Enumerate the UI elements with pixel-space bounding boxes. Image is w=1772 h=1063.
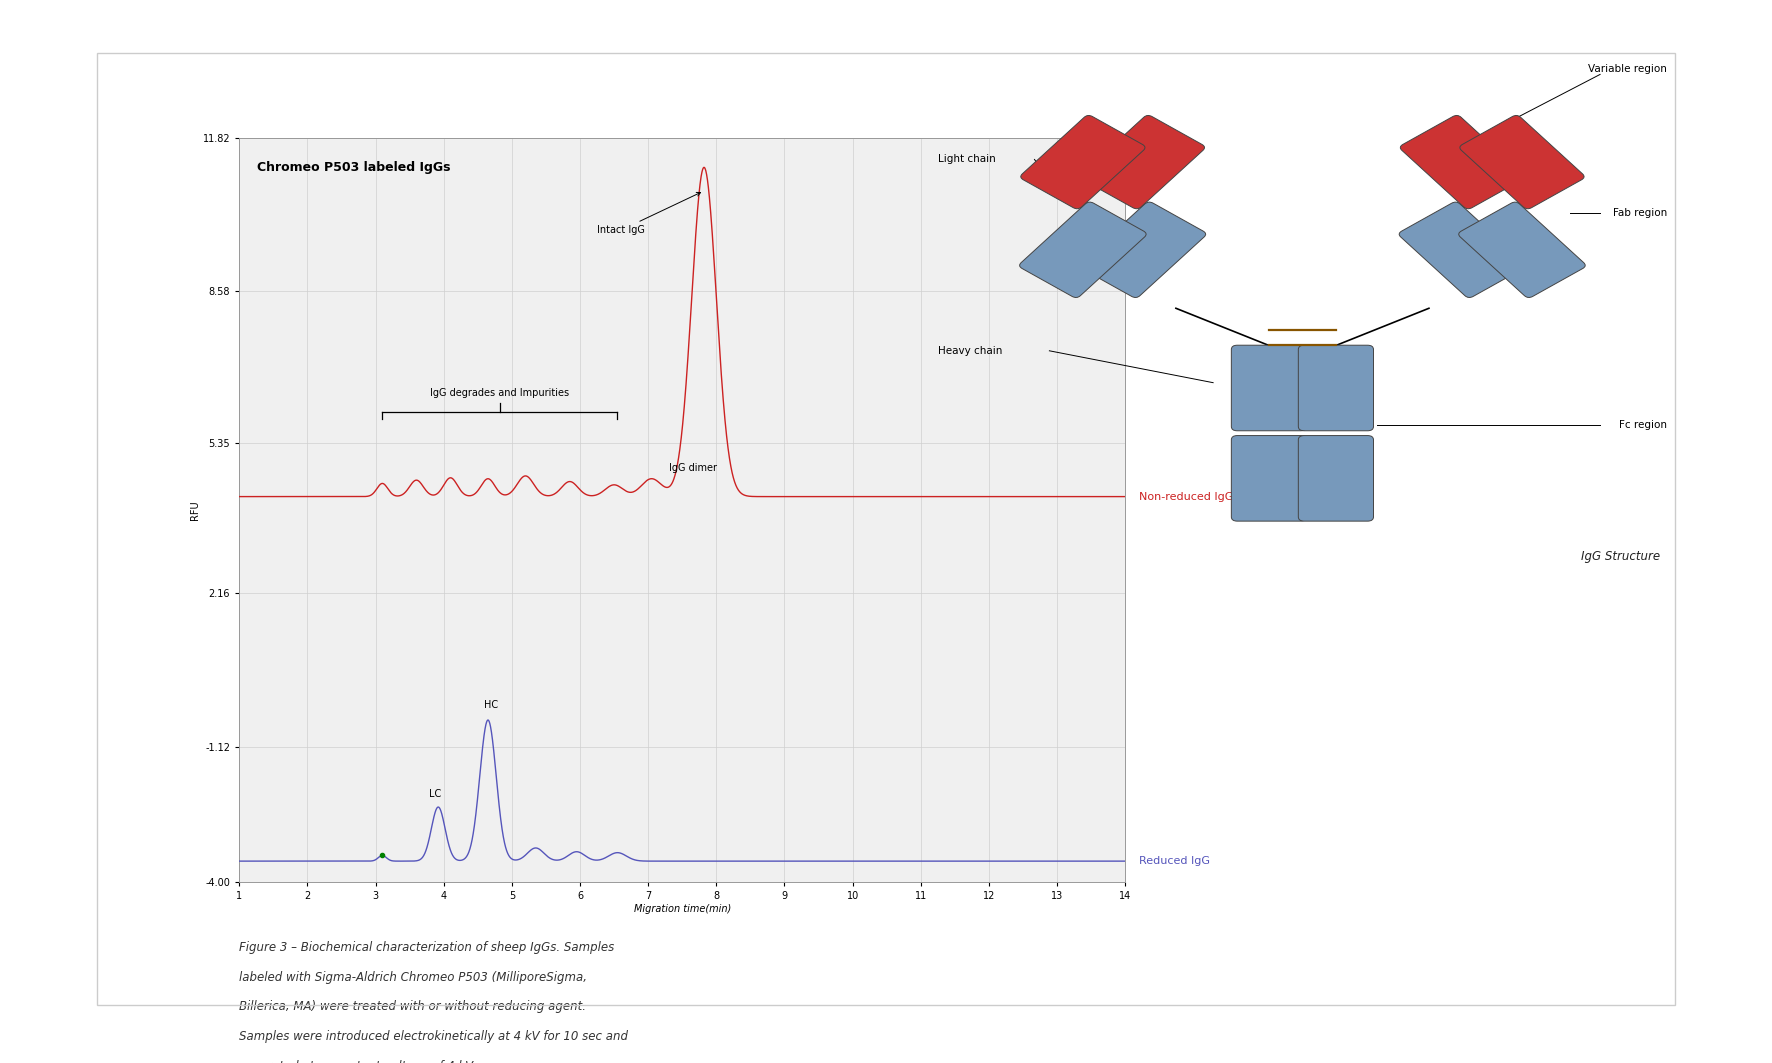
- Text: Intact IgG: Intact IgG: [597, 192, 700, 235]
- Text: IgG dimer: IgG dimer: [668, 462, 716, 473]
- Text: HC: HC: [484, 701, 498, 710]
- FancyBboxPatch shape: [1232, 345, 1306, 431]
- FancyBboxPatch shape: [1021, 116, 1145, 208]
- Text: Non-reduced IgG: Non-reduced IgG: [1139, 491, 1233, 502]
- FancyBboxPatch shape: [1400, 116, 1524, 208]
- Text: LC: LC: [429, 789, 441, 798]
- Text: IgG degrades and Impurities: IgG degrades and Impurities: [431, 388, 569, 398]
- Text: separated at a constant voltage of 4 kV.: separated at a constant voltage of 4 kV.: [239, 1060, 475, 1063]
- FancyBboxPatch shape: [1400, 202, 1526, 298]
- Text: Billerica, MA) were treated with or without reducing agent.: Billerica, MA) were treated with or with…: [239, 1000, 587, 1013]
- FancyBboxPatch shape: [1232, 436, 1306, 521]
- Text: Fab region: Fab region: [1613, 207, 1667, 218]
- FancyBboxPatch shape: [1079, 202, 1205, 298]
- Text: Light chain: Light chain: [937, 154, 996, 165]
- Y-axis label: RFU: RFU: [190, 501, 200, 520]
- FancyBboxPatch shape: [1299, 436, 1373, 521]
- Text: IgG Structure: IgG Structure: [1581, 551, 1660, 563]
- Text: Reduced IgG: Reduced IgG: [1139, 856, 1210, 866]
- Text: Chromeo P503 labeled IgGs: Chromeo P503 labeled IgGs: [257, 161, 450, 173]
- FancyBboxPatch shape: [1458, 202, 1586, 298]
- Text: Variable region: Variable region: [1588, 64, 1667, 74]
- Text: Fc region: Fc region: [1620, 420, 1667, 431]
- Text: labeled with Sigma-Aldrich Chromeo P503 (MilliporeSigma,: labeled with Sigma-Aldrich Chromeo P503 …: [239, 971, 587, 983]
- Text: Heavy chain: Heavy chain: [937, 345, 1003, 356]
- Text: Figure 3 – Biochemical characterization of sheep IgGs. Samples: Figure 3 – Biochemical characterization …: [239, 941, 615, 954]
- FancyBboxPatch shape: [1019, 202, 1146, 298]
- Text: Samples were introduced electrokinetically at 4 kV for 10 sec and: Samples were introduced electrokinetical…: [239, 1030, 629, 1043]
- FancyBboxPatch shape: [1081, 116, 1205, 208]
- X-axis label: Migration time(min): Migration time(min): [634, 905, 730, 914]
- FancyBboxPatch shape: [1460, 116, 1584, 208]
- FancyBboxPatch shape: [1299, 345, 1373, 431]
